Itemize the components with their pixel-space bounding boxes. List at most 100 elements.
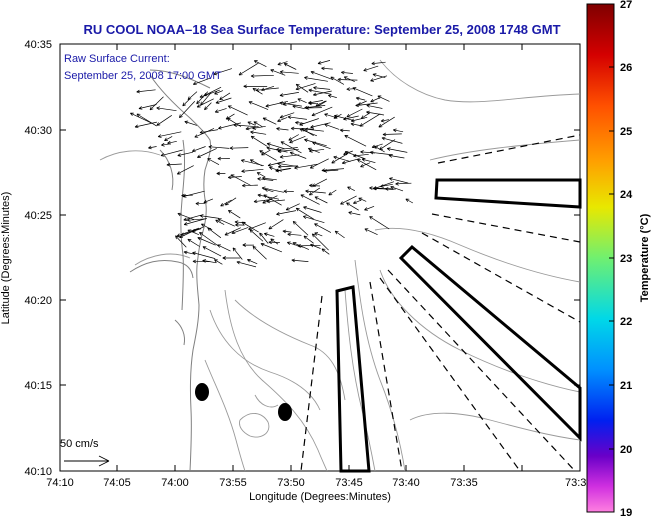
y-tick-label: 40:30	[24, 125, 52, 137]
current-vector-arrow	[303, 206, 322, 213]
current-vector-arrow	[304, 76, 328, 82]
current-vector-arrow	[275, 167, 291, 173]
current-vector-arrow	[348, 211, 361, 216]
current-vector-arrow	[405, 198, 414, 204]
current-vector-arrow	[377, 95, 390, 102]
current-vector-arrow	[309, 148, 325, 153]
current-vector-arrow	[266, 199, 285, 204]
current-vector-arrow	[347, 186, 355, 192]
current-vector-arrow	[370, 97, 380, 103]
current-vector-arrow	[160, 149, 183, 157]
x-tick-label: 74:05	[103, 477, 131, 489]
coastline	[129, 69, 211, 472]
current-vector-arrow	[215, 97, 232, 104]
current-vector-arrow	[314, 196, 328, 204]
current-vector-arrow	[295, 83, 309, 93]
current-vector-arrow	[346, 108, 363, 118]
current-vector-arrow	[370, 75, 388, 82]
current-vector-arrow	[257, 177, 274, 181]
current-vector-arrow	[315, 100, 326, 107]
current-vector-arrow	[341, 70, 353, 75]
current-vector-arrow	[238, 62, 259, 76]
current-vector-arrow	[234, 220, 246, 224]
current-vector-arrow	[166, 162, 182, 167]
current-vector-arrow	[180, 228, 202, 237]
current-vector-arrow	[308, 101, 318, 106]
current-vector-arrow	[130, 112, 152, 124]
current-vector-arrow	[149, 96, 164, 111]
current-vector-arrow	[372, 73, 386, 79]
current-vector-arrow	[366, 104, 383, 109]
current-vector-arrow	[395, 181, 412, 186]
current-vector-arrow	[369, 150, 393, 156]
current-vector-arrow	[192, 77, 212, 86]
current-vector-arrow	[305, 189, 326, 194]
current-vector-arrow	[314, 223, 332, 233]
current-vector-arrow	[148, 145, 157, 150]
map-plot-area: Raw Surface Current: September 25, 2008 …	[59, 43, 582, 473]
current-vector-arrow	[192, 259, 211, 264]
current-vector-arrow	[199, 89, 220, 99]
current-vector-arrow	[277, 61, 288, 66]
current-vector-arrow	[187, 238, 200, 247]
current-vector-arrow	[136, 113, 157, 127]
current-vector-arrow	[215, 219, 225, 225]
current-vector-arrow	[304, 127, 324, 132]
shipping-lane-southeast	[398, 244, 582, 442]
figure-title: RU COOL NOAA–18 Sea Surface Temperature:…	[83, 22, 560, 37]
current-vector-arrow	[289, 151, 307, 159]
current-vector-arrow	[240, 159, 264, 167]
current-vector-arrow	[266, 142, 285, 150]
traffic-separation-dashed-lines	[300, 134, 581, 472]
current-vector-arrow	[327, 94, 337, 98]
current-vector-arrow	[231, 227, 249, 235]
current-vector-arrow	[369, 186, 392, 190]
current-vector-arrow	[321, 168, 345, 173]
current-vector-arrow	[175, 235, 187, 248]
current-vector-arrow	[380, 118, 389, 123]
current-vector-arrow	[236, 260, 257, 268]
current-vector-arrow	[261, 85, 275, 92]
current-vector-arrow	[268, 240, 280, 245]
surface-current-vectors	[130, 60, 414, 268]
colorbar-tick-label: 23	[620, 253, 632, 265]
current-vector-arrow	[214, 259, 223, 265]
current-vector-arrow	[310, 243, 321, 249]
current-vector-arrow	[183, 218, 207, 226]
y-axis: 40:35 40:30 40:25 40:20 40:15 40:10 Lati…	[0, 39, 580, 478]
shipping-lane-east	[434, 178, 582, 209]
colorbar-tick-label: 27	[620, 0, 632, 11]
current-vector-arrow	[297, 98, 307, 104]
current-vector-arrow	[176, 227, 200, 237]
current-vector-arrow	[157, 131, 182, 138]
current-vector-arrow	[311, 106, 333, 117]
current-vector-arrow	[176, 165, 194, 175]
current-vector-arrow	[199, 232, 219, 247]
current-vector-arrow	[164, 136, 173, 142]
current-vector-arrow	[334, 230, 345, 239]
current-vector-arrow	[194, 128, 215, 138]
current-vector-arrow	[216, 171, 226, 176]
current-vector-arrow	[260, 242, 283, 253]
current-vector-arrow	[276, 210, 297, 216]
current-vector-arrow	[308, 187, 321, 196]
current-vector-arrow	[222, 256, 241, 260]
current-vector-arrow	[276, 127, 289, 131]
current-vector-arrow	[248, 101, 269, 110]
current-vector-arrow	[324, 113, 338, 119]
current-vector-arrow	[197, 236, 216, 246]
current-vector-arrow	[224, 227, 241, 236]
current-vector-arrow	[360, 162, 371, 168]
current-vector-arrow	[167, 140, 177, 145]
current-vector-arrow	[330, 76, 345, 85]
current-vector-arrow	[249, 229, 264, 242]
current-vector-arrow	[339, 128, 350, 133]
current-vector-arrow	[312, 141, 331, 150]
current-vector-arrow	[229, 146, 249, 150]
current-vector-arrow	[214, 90, 224, 95]
x-tick-label: 74:00	[161, 477, 189, 489]
current-vector-arrow	[355, 96, 366, 101]
current-vector-arrow	[277, 117, 288, 122]
current-vector-arrow	[364, 228, 378, 236]
